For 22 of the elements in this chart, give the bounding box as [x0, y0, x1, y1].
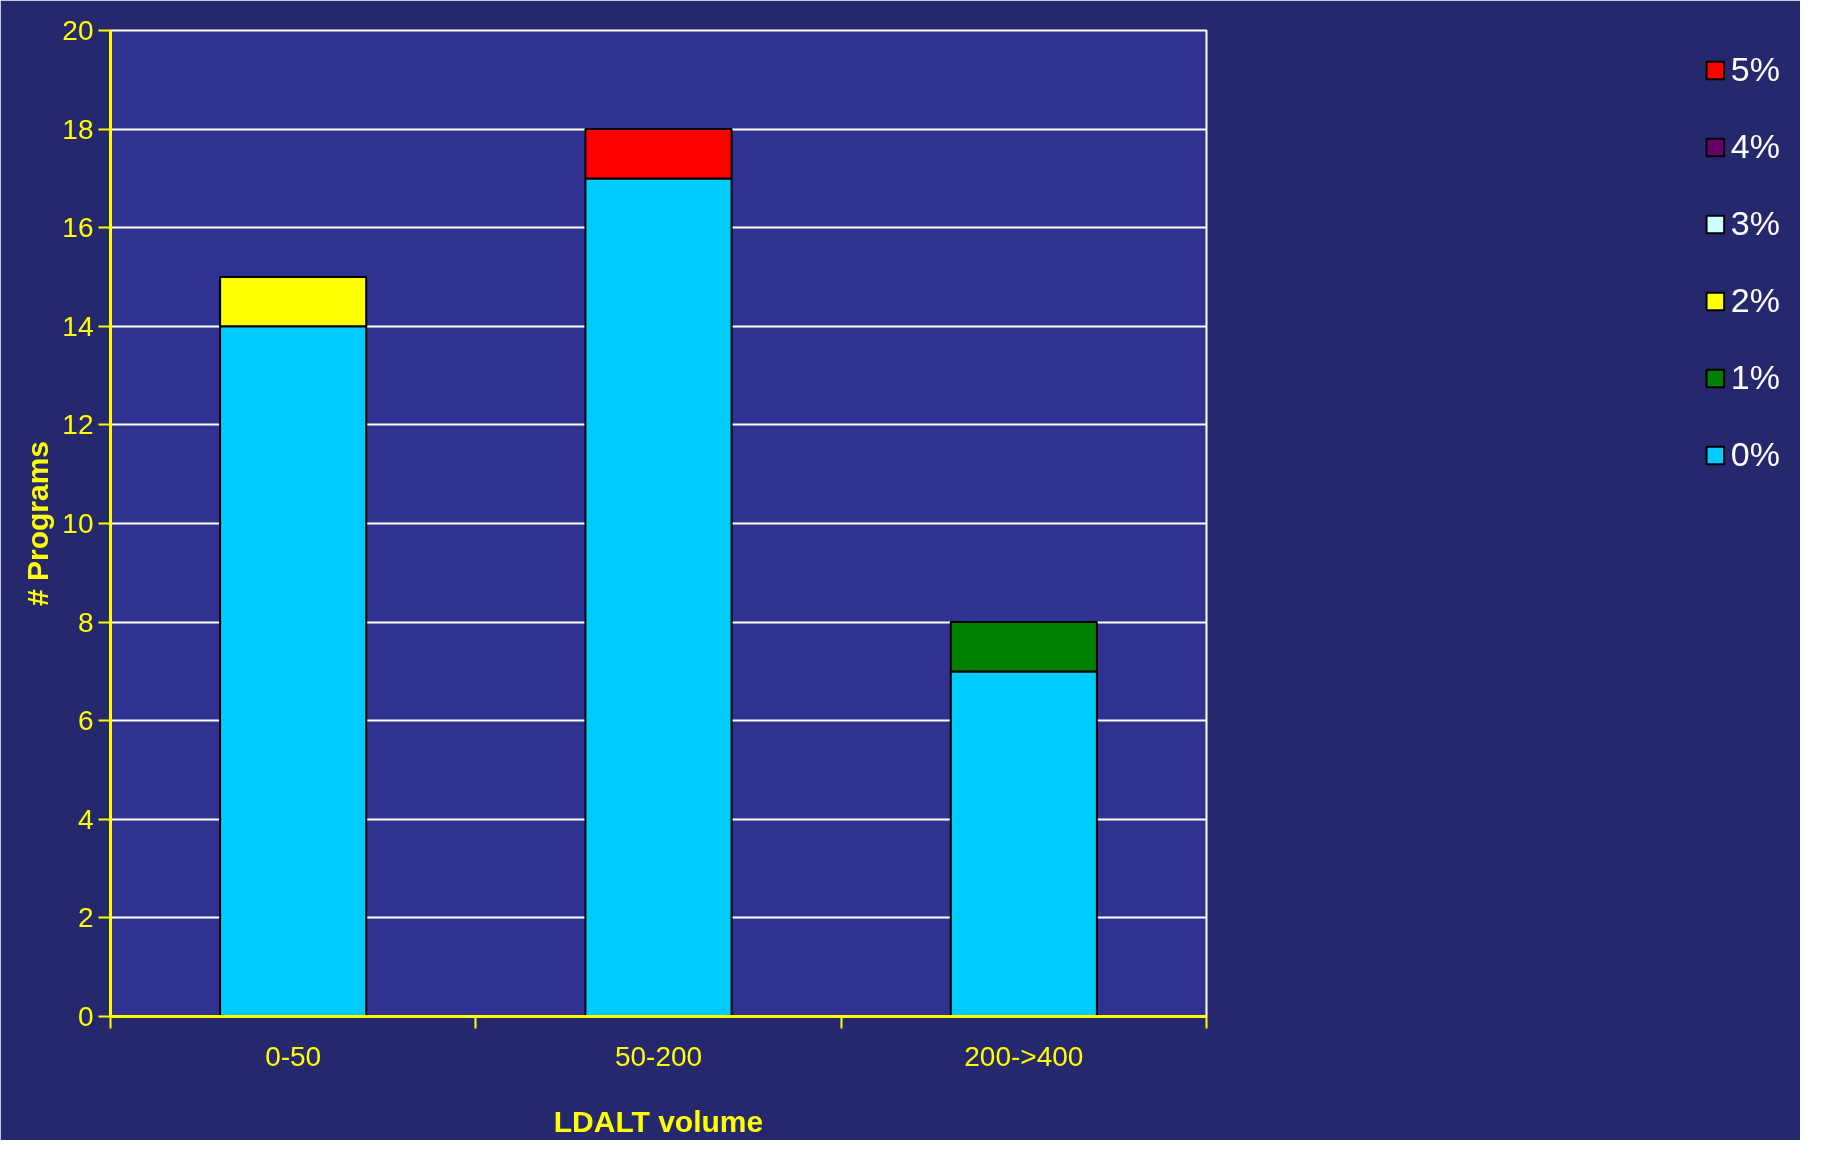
legend-label: 2%: [1730, 281, 1780, 320]
y-tick-label: 20: [62, 15, 94, 46]
x-tick-label: 200->400: [964, 1040, 1084, 1072]
y-tick-label: 2: [77, 902, 94, 934]
y-tick-label: 12: [62, 409, 94, 441]
legend-label: 4%: [1730, 127, 1780, 166]
legend-label: 5%: [1730, 50, 1780, 89]
y-tick-label: 10: [62, 508, 94, 539]
legend-label: 0%: [1730, 435, 1780, 474]
x-tick-label: 0-50: [265, 1040, 322, 1072]
x-axis-title: LDALT volume: [553, 1104, 764, 1138]
y-axis-title: # Programs: [21, 440, 55, 607]
y-tick-label: 4: [77, 803, 94, 835]
legend-label: 3%: [1730, 204, 1780, 243]
y-tick-label: 6: [77, 705, 94, 737]
y-tick-label: 0: [77, 1001, 94, 1032]
y-tick-label: 14: [62, 310, 94, 342]
x-tick-label: 50-200: [614, 1040, 703, 1072]
legend-label: 1%: [1730, 358, 1780, 397]
y-tick-label: 18: [62, 113, 94, 145]
y-tick-label: 16: [62, 212, 94, 244]
y-tick-label: 8: [77, 606, 94, 638]
